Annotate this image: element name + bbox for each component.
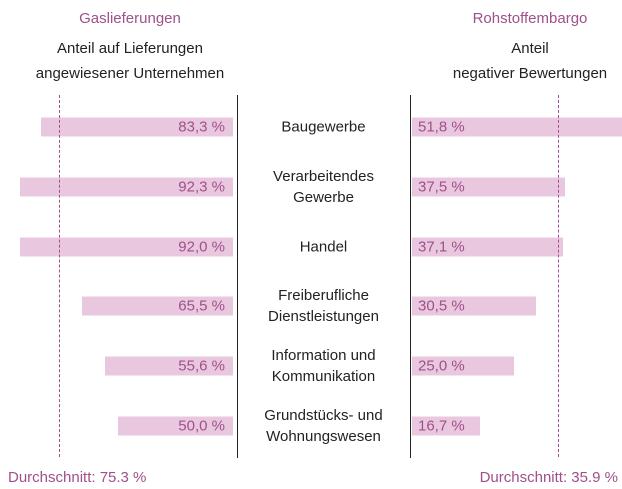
category-label: Grundstücks- und Wohnungswesen xyxy=(264,407,383,445)
category-label: Baugewerbe xyxy=(281,118,366,136)
left-subtitle: Anteil auf Lieferungen angewiesener Unte… xyxy=(35,40,225,82)
bar xyxy=(40,117,233,137)
bar xyxy=(117,416,233,436)
bar xyxy=(19,177,233,197)
value-label: 30,5 % xyxy=(418,297,465,315)
average-line xyxy=(558,95,560,457)
value-label: 37,1 % xyxy=(418,238,465,256)
category-label: Handel xyxy=(299,238,348,256)
value-label: 83,3 % xyxy=(178,118,225,136)
category-label: Information und Kommunikation xyxy=(271,347,376,386)
value-label: 16,7 % xyxy=(418,417,465,435)
category-label: Verarbeitendes Gewerbe xyxy=(273,167,374,206)
category-label: Freiberufliche Dienstleistungen xyxy=(268,287,379,326)
value-label: 51,8 % xyxy=(418,118,465,136)
bar xyxy=(104,356,233,376)
value-label: 92,3 % xyxy=(178,178,225,196)
bar xyxy=(412,296,537,316)
value-label: 37,5 % xyxy=(418,178,465,196)
average-label: Durchschnitt: 35.9 % xyxy=(479,469,618,486)
left-title: Gaslieferungen xyxy=(79,10,181,27)
bar xyxy=(412,356,514,376)
bar xyxy=(412,177,565,197)
bar xyxy=(81,296,233,316)
value-label: 50,0 % xyxy=(178,417,225,435)
right-subtitle: Anteil negativer Bewertungen xyxy=(452,40,608,82)
average-line xyxy=(59,95,61,457)
bar xyxy=(412,416,481,436)
right-axis xyxy=(410,95,411,458)
bar xyxy=(412,237,564,257)
left-axis xyxy=(237,95,238,458)
value-label: 25,0 % xyxy=(418,357,465,375)
average-label: Durchschnitt: 75.3 % xyxy=(8,469,147,486)
value-label: 65,5 % xyxy=(178,297,225,315)
right-title: Rohstoffembargo xyxy=(472,10,588,27)
value-label: 55,6 % xyxy=(178,357,225,375)
bar xyxy=(412,117,622,137)
bar xyxy=(20,237,233,257)
value-label: 92,0 % xyxy=(178,238,225,256)
